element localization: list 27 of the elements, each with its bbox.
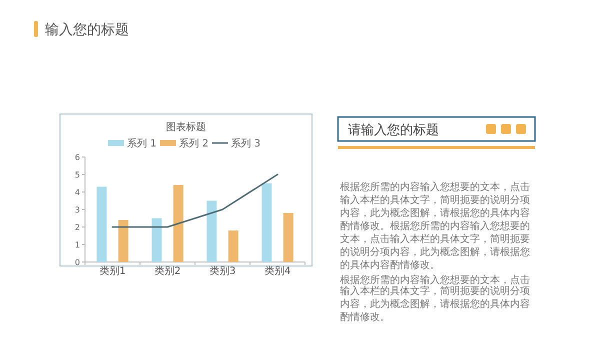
x-tick-label: 类别4 (264, 265, 291, 277)
bar (228, 230, 238, 262)
y-tick-label: 4 (74, 188, 80, 197)
y-tick-label: 3 (74, 206, 80, 214)
y-tick-label: 2 (74, 223, 80, 232)
bar (206, 200, 217, 262)
x-tick-label: 类别3 (209, 265, 236, 277)
chart-title: 图表标题 (166, 121, 206, 133)
x-tick-label: 类别2 (154, 265, 181, 277)
text: 输入您的标题 (45, 22, 129, 38)
bar (152, 218, 162, 262)
legend-label: 系列 3 (231, 138, 261, 150)
legend-label: 系列 1 (127, 138, 157, 150)
bar (96, 186, 107, 262)
y-tick-label: 6 (74, 153, 80, 162)
legend-label: 系列 2 (179, 138, 209, 150)
y-tick-label: 5 (74, 170, 80, 180)
text: 根据您所需的内容输入您想要的文本，点击输入本栏的具体文字，简明扼要的说明分项内容，此为概念图解，请根据您的具体内容酌情修改。根据您所需的内容输入您想要的文本，点击输入本栏的具体文字，简明扼要的说明分项内容，此为概念图解，请根据您的具体内容酌情修改。 (340, 181, 530, 271)
text: 根据您所需的内容输入您想要的文本，点击输入本栏的具体文字，简明扼要的说明分项内容，此为概念图解，请根据您的具体内容酌情修改。 (340, 274, 530, 323)
bar (283, 213, 294, 262)
bar (173, 185, 184, 262)
x-tick-label: 类别1 (99, 265, 126, 277)
y-tick-label: 1 (74, 240, 80, 250)
text: 请输入您的标题 (348, 123, 439, 138)
bar (262, 183, 272, 262)
y-tick-label: 0 (74, 258, 80, 267)
bar (118, 220, 128, 262)
